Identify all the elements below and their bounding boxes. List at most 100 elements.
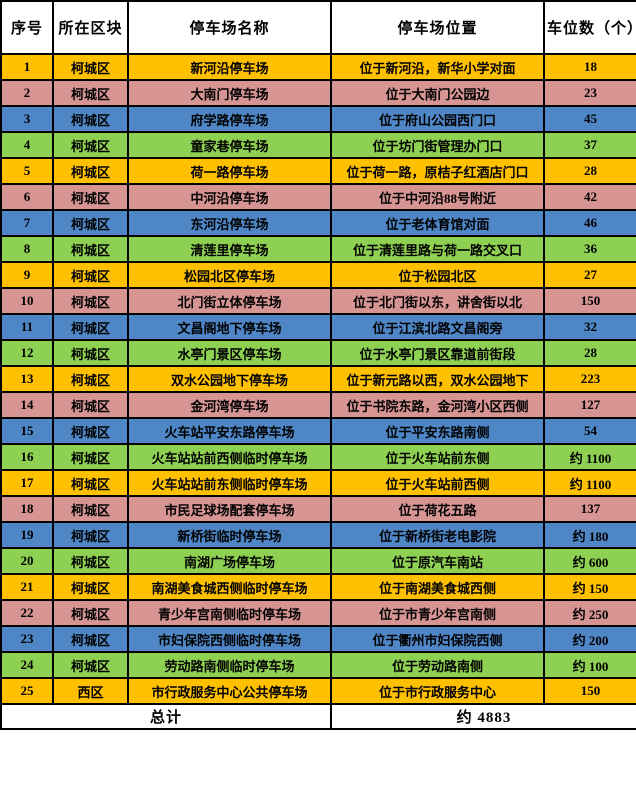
row-location-cell: 位于南湖美食城西侧 — [330, 573, 545, 601]
row-spaces-cell: 150 — [543, 677, 636, 705]
row-district-cell: 柯城区 — [52, 391, 129, 419]
table-row: 16 柯城区 火车站站前西侧临时停车场 位于火车站前东侧 约 1100 — [0, 443, 636, 471]
table-row: 4 柯城区 童家巷停车场 位于坊门街管理办门口 37 — [0, 131, 636, 159]
row-spaces-cell: 37 — [543, 131, 636, 159]
row-location-cell: 位于老体育馆对面 — [330, 209, 545, 237]
row-location-cell: 位于新元路以西，双水公园地下 — [330, 365, 545, 393]
row-district-cell: 柯城区 — [52, 157, 129, 185]
table-row: 10 柯城区 北门街立体停车场 位于北门街以东，讲舍街以北 150 — [0, 287, 636, 315]
row-spaces-cell: 45 — [543, 105, 636, 133]
row-district-cell: 柯城区 — [52, 209, 129, 237]
row-spaces-cell: 46 — [543, 209, 636, 237]
row-spaces-cell: 约 100 — [543, 651, 636, 679]
col-header-name: 停车场名称 — [127, 0, 332, 55]
row-index-cell: 20 — [0, 547, 54, 575]
table-row: 25 西区 市行政服务中心公共停车场 位于市行政服务中心 150 — [0, 677, 636, 705]
row-name-cell: 市行政服务中心公共停车场 — [127, 677, 332, 705]
row-index-cell: 18 — [0, 495, 54, 523]
row-index-cell: 1 — [0, 53, 54, 81]
row-name-cell: 南湖美食城西侧临时停车场 — [127, 573, 332, 601]
row-index-cell: 9 — [0, 261, 54, 289]
row-name-cell: 火车站站前西侧临时停车场 — [127, 443, 332, 471]
row-district-cell: 柯城区 — [52, 625, 129, 653]
row-index-cell: 4 — [0, 131, 54, 159]
row-spaces-cell: 150 — [543, 287, 636, 315]
row-spaces-cell: 54 — [543, 417, 636, 445]
row-spaces-cell: 约 150 — [543, 573, 636, 601]
row-district-cell: 柯城区 — [52, 443, 129, 471]
row-location-cell: 位于北门街以东，讲舍街以北 — [330, 287, 545, 315]
row-spaces-cell: 36 — [543, 235, 636, 263]
col-header-district: 所在区块 — [52, 0, 129, 55]
row-district-cell: 柯城区 — [52, 235, 129, 263]
row-location-cell: 位于新河沿，新华小学对面 — [330, 53, 545, 81]
row-name-cell: 荷一路停车场 — [127, 157, 332, 185]
table-row: 17 柯城区 火车站站前东侧临时停车场 位于火车站前西侧 约 1100 — [0, 469, 636, 497]
row-index-cell: 14 — [0, 391, 54, 419]
table-header: 序号 所在区块 停车场名称 停车场位置 车位数（个） — [0, 0, 636, 55]
table-row: 22 柯城区 青少年宫南侧临时停车场 位于市青少年宫南侧 约 250 — [0, 599, 636, 627]
row-district-cell: 柯城区 — [52, 521, 129, 549]
parking-table: 序号 所在区块 停车场名称 停车场位置 车位数（个） 1 柯城区 新河沿停车场 … — [0, 0, 636, 730]
row-district-cell: 柯城区 — [52, 183, 129, 211]
table-row: 6 柯城区 中河沿停车场 位于中河沿88号附近 42 — [0, 183, 636, 211]
table-row: 1 柯城区 新河沿停车场 位于新河沿，新华小学对面 18 — [0, 53, 636, 81]
table-row: 24 柯城区 劳动路南侧临时停车场 位于劳动路南侧 约 100 — [0, 651, 636, 679]
table-row: 3 柯城区 府学路停车场 位于府山公园西门口 45 — [0, 105, 636, 133]
row-index-cell: 7 — [0, 209, 54, 237]
row-location-cell: 位于原汽车南站 — [330, 547, 545, 575]
table-row: 8 柯城区 清莲里停车场 位于清莲里路与荷一路交叉口 36 — [0, 235, 636, 263]
row-location-cell: 位于松园北区 — [330, 261, 545, 289]
table-row: 11 柯城区 文昌阁地下停车场 位于江滨北路文昌阁旁 32 — [0, 313, 636, 341]
row-index-cell: 3 — [0, 105, 54, 133]
row-location-cell: 位于平安东路南侧 — [330, 417, 545, 445]
row-name-cell: 水亭门景区停车场 — [127, 339, 332, 367]
row-name-cell: 北门街立体停车场 — [127, 287, 332, 315]
row-name-cell: 火车站站前东侧临时停车场 — [127, 469, 332, 497]
footer-total-value-cell: 约 4883 — [330, 703, 636, 730]
row-location-cell: 位于火车站前东侧 — [330, 443, 545, 471]
row-location-cell: 位于水亭门景区靠道前街段 — [330, 339, 545, 367]
row-index-cell: 13 — [0, 365, 54, 393]
row-index-cell: 5 — [0, 157, 54, 185]
row-location-cell: 位于火车站前西侧 — [330, 469, 545, 497]
row-spaces-cell: 27 — [543, 261, 636, 289]
row-district-cell: 柯城区 — [52, 261, 129, 289]
row-district-cell: 柯城区 — [52, 599, 129, 627]
row-index-cell: 23 — [0, 625, 54, 653]
row-district-cell: 柯城区 — [52, 417, 129, 445]
row-district-cell: 柯城区 — [52, 287, 129, 315]
row-location-cell: 位于府山公园西门口 — [330, 105, 545, 133]
row-spaces-cell: 18 — [543, 53, 636, 81]
table-row: 20 柯城区 南湖广场停车场 位于原汽车南站 约 600 — [0, 547, 636, 575]
row-name-cell: 文昌阁地下停车场 — [127, 313, 332, 341]
row-name-cell: 中河沿停车场 — [127, 183, 332, 211]
row-index-cell: 17 — [0, 469, 54, 497]
row-district-cell: 柯城区 — [52, 79, 129, 107]
row-location-cell: 位于江滨北路文昌阁旁 — [330, 313, 545, 341]
row-name-cell: 松园北区停车场 — [127, 261, 332, 289]
row-index-cell: 16 — [0, 443, 54, 471]
header-row: 序号 所在区块 停车场名称 停车场位置 车位数（个） — [0, 0, 636, 55]
row-index-cell: 10 — [0, 287, 54, 315]
row-district-cell: 柯城区 — [52, 313, 129, 341]
row-district-cell: 柯城区 — [52, 469, 129, 497]
table-row: 7 柯城区 东河沿停车场 位于老体育馆对面 46 — [0, 209, 636, 237]
row-index-cell: 25 — [0, 677, 54, 705]
table-row: 23 柯城区 市妇保院西侧临时停车场 位于衢州市妇保院西侧 约 200 — [0, 625, 636, 653]
row-location-cell: 位于大南门公园边 — [330, 79, 545, 107]
table-row: 2 柯城区 大南门停车场 位于大南门公园边 23 — [0, 79, 636, 107]
row-index-cell: 24 — [0, 651, 54, 679]
row-location-cell: 位于新桥街老电影院 — [330, 521, 545, 549]
row-index-cell: 8 — [0, 235, 54, 263]
row-spaces-cell: 约 200 — [543, 625, 636, 653]
row-name-cell: 金河湾停车场 — [127, 391, 332, 419]
row-district-cell: 柯城区 — [52, 651, 129, 679]
row-name-cell: 东河沿停车场 — [127, 209, 332, 237]
row-spaces-cell: 223 — [543, 365, 636, 393]
col-header-location: 停车场位置 — [330, 0, 545, 55]
row-name-cell: 童家巷停车场 — [127, 131, 332, 159]
row-index-cell: 21 — [0, 573, 54, 601]
row-district-cell: 柯城区 — [52, 495, 129, 523]
row-name-cell: 府学路停车场 — [127, 105, 332, 133]
